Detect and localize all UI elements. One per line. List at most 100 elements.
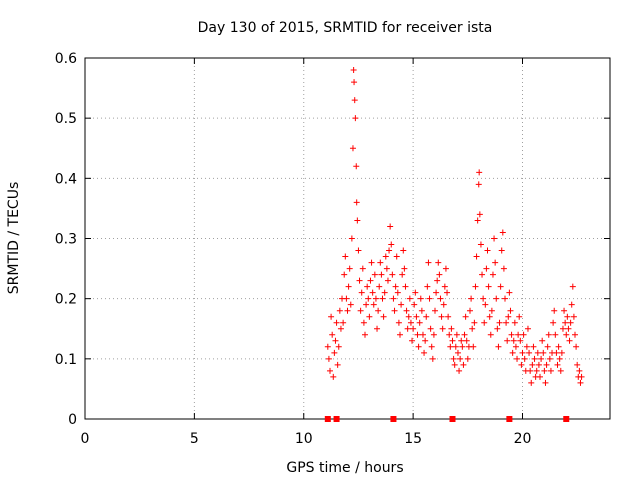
x-tick-label: 10 xyxy=(295,431,313,447)
data-point xyxy=(424,283,431,290)
data-point xyxy=(433,289,440,296)
data-point xyxy=(368,259,375,266)
data-point xyxy=(576,367,583,374)
data-point xyxy=(488,307,495,314)
data-points xyxy=(324,67,585,386)
data-point xyxy=(506,289,513,296)
data-point xyxy=(547,367,554,374)
data-point xyxy=(366,313,373,320)
data-point xyxy=(349,145,356,152)
data-point xyxy=(515,331,522,338)
data-point xyxy=(423,313,430,320)
data-point xyxy=(356,277,363,284)
data-point xyxy=(567,319,574,326)
data-point xyxy=(380,313,387,320)
data-point xyxy=(559,325,566,332)
zero-marker xyxy=(333,416,340,422)
data-point xyxy=(429,355,436,362)
data-point xyxy=(426,295,433,302)
data-point xyxy=(441,283,448,290)
data-point xyxy=(446,331,453,338)
data-point xyxy=(476,211,483,218)
data-point xyxy=(407,319,414,326)
data-point xyxy=(451,361,458,368)
data-point xyxy=(562,319,569,326)
data-point xyxy=(480,295,487,302)
data-point xyxy=(568,301,575,308)
data-point xyxy=(345,283,352,290)
data-point xyxy=(468,295,475,302)
data-point xyxy=(573,343,580,350)
y-tick-label: 0.5 xyxy=(55,111,77,127)
y-tick-label: 0.4 xyxy=(55,171,77,187)
data-point xyxy=(489,271,496,278)
data-point xyxy=(565,325,572,332)
data-point xyxy=(569,283,576,290)
zero-marker xyxy=(324,416,331,422)
data-point xyxy=(578,373,585,380)
data-point xyxy=(563,331,570,338)
data-point xyxy=(483,265,490,272)
data-point xyxy=(526,349,533,356)
data-point xyxy=(331,349,338,356)
data-point xyxy=(422,337,429,344)
data-point xyxy=(398,301,405,308)
data-point xyxy=(456,367,463,374)
data-point xyxy=(534,349,541,356)
data-point xyxy=(410,325,417,332)
data-point xyxy=(537,373,543,380)
y-axis-label: SRMTID / TECUs xyxy=(6,182,22,295)
data-point xyxy=(577,379,584,386)
data-point xyxy=(389,271,396,278)
data-point xyxy=(382,253,389,260)
data-point xyxy=(544,343,551,350)
data-point xyxy=(493,295,500,302)
data-point xyxy=(397,331,403,338)
data-point xyxy=(574,361,581,368)
data-point xyxy=(447,343,454,350)
data-point xyxy=(394,289,401,296)
data-point xyxy=(504,337,511,344)
data-point xyxy=(351,79,358,86)
data-point xyxy=(392,283,399,290)
data-point xyxy=(434,277,441,284)
y-tick-label: 0.6 xyxy=(55,51,77,67)
data-point xyxy=(357,307,364,314)
data-point xyxy=(528,379,535,386)
data-point xyxy=(529,361,536,368)
data-point xyxy=(352,115,359,122)
data-point xyxy=(485,283,492,290)
data-point xyxy=(570,313,577,320)
data-point xyxy=(486,313,493,320)
data-point xyxy=(401,265,408,272)
data-point xyxy=(428,343,435,350)
data-point xyxy=(391,307,398,314)
data-point xyxy=(346,265,353,272)
data-point xyxy=(442,265,449,272)
y-ticks: 0 0.1 0.2 0.3 0.4 0.5 0.6 xyxy=(55,51,610,428)
data-point xyxy=(502,295,508,302)
data-point xyxy=(527,367,534,374)
data-point xyxy=(524,325,531,332)
data-point xyxy=(555,343,562,350)
data-point xyxy=(332,337,339,344)
data-point xyxy=(369,289,376,296)
data-point xyxy=(454,349,461,356)
data-point xyxy=(523,343,530,350)
data-point xyxy=(371,271,378,278)
data-point xyxy=(440,301,447,308)
data-point xyxy=(495,343,502,350)
data-point xyxy=(510,337,517,344)
data-point xyxy=(552,331,559,338)
data-point xyxy=(365,295,372,302)
chart-title: Day 130 of 2015, SRMTID for receiver ist… xyxy=(198,20,493,36)
data-point xyxy=(535,361,542,368)
data-point xyxy=(474,217,481,224)
data-point xyxy=(539,337,546,344)
data-point xyxy=(360,319,367,326)
data-point xyxy=(509,349,516,356)
data-point xyxy=(551,307,558,314)
data-point xyxy=(335,343,342,350)
data-point xyxy=(498,247,505,254)
data-point xyxy=(337,325,344,332)
